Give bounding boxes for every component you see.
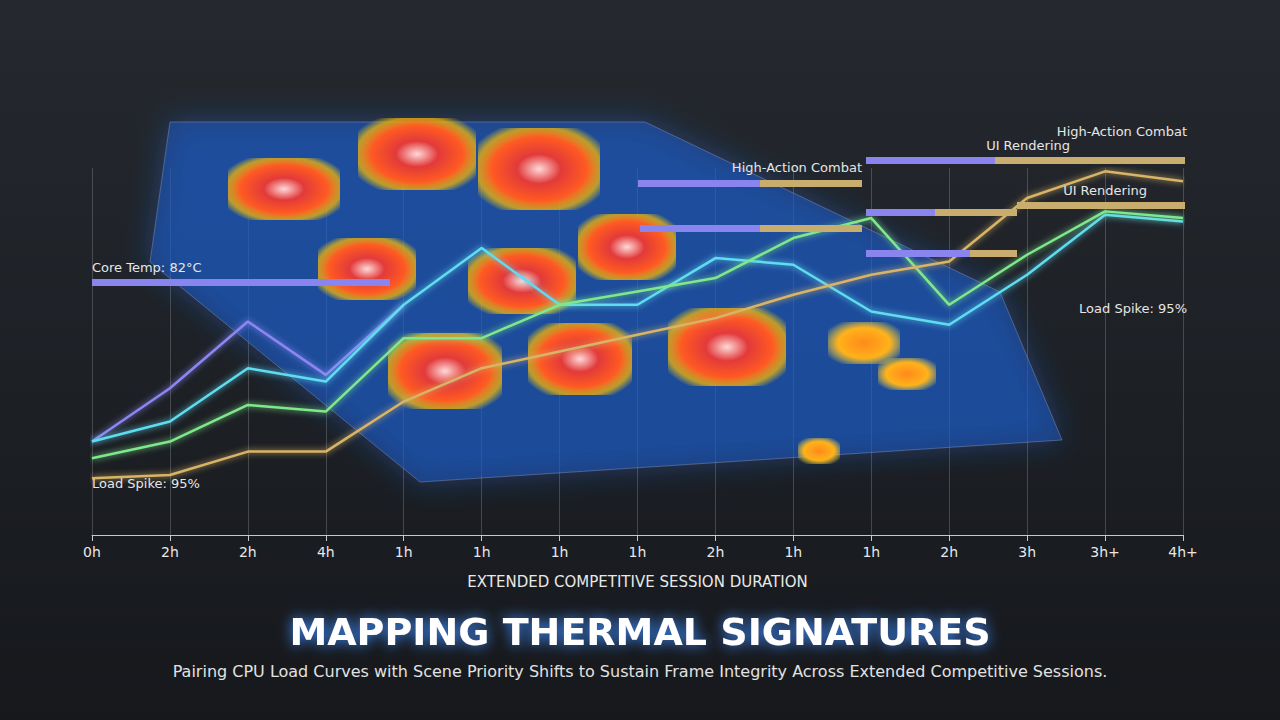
svg-text:UI Rendering: UI Rendering (986, 138, 1070, 153)
svg-text:1h: 1h (551, 544, 569, 560)
svg-text:1h: 1h (395, 544, 413, 560)
svg-text:2h: 2h (707, 544, 725, 560)
svg-text:4h+: 4h+ (1168, 544, 1198, 560)
svg-text:Load Spike: 95%: Load Spike: 95% (92, 476, 200, 491)
svg-text:UI Rendering: UI Rendering (1063, 183, 1147, 198)
svg-text:3h: 3h (1018, 544, 1036, 560)
svg-text:4h: 4h (317, 544, 335, 560)
svg-text:High-Action Combat: High-Action Combat (732, 160, 862, 175)
svg-text:High-Action Combat: High-Action Combat (1057, 124, 1187, 139)
svg-text:Load Spike: 95%: Load Spike: 95% (1079, 301, 1187, 316)
svg-text:1h: 1h (784, 544, 802, 560)
svg-text:1h: 1h (862, 544, 880, 560)
svg-text:1h: 1h (473, 544, 491, 560)
svg-text:MAPPING THERMAL SIGNATURES: MAPPING THERMAL SIGNATURES (289, 610, 990, 654)
svg-text:2h: 2h (239, 544, 257, 560)
svg-text:Pairing CPU Load Curves with S: Pairing CPU Load Curves with Scene Prior… (173, 662, 1108, 681)
svg-text:1h: 1h (629, 544, 647, 560)
svg-text:3h+: 3h+ (1090, 544, 1120, 560)
svg-text:2h: 2h (940, 544, 958, 560)
svg-text:Core Temp: 82°C: Core Temp: 82°C (92, 260, 202, 275)
svg-text:EXTENDED COMPETITIVE SESSION D: EXTENDED COMPETITIVE SESSION DURATION (467, 573, 807, 591)
svg-text:0h: 0h (83, 544, 101, 560)
svg-text:2h: 2h (161, 544, 179, 560)
